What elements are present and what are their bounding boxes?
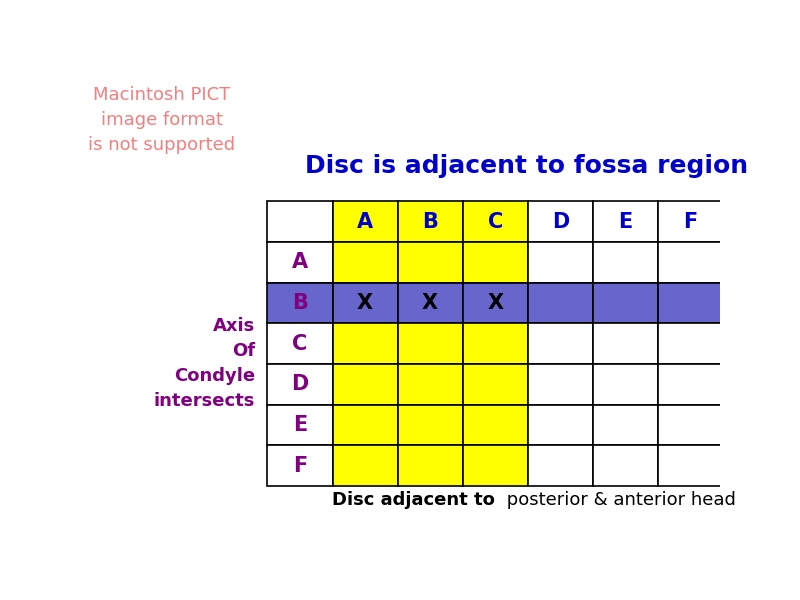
- Bar: [398, 202, 462, 242]
- Bar: [398, 445, 462, 486]
- Bar: [658, 283, 723, 323]
- Bar: [267, 404, 333, 445]
- Bar: [593, 404, 658, 445]
- Bar: [658, 364, 723, 404]
- Bar: [658, 202, 723, 242]
- Bar: [528, 445, 593, 486]
- Bar: [528, 242, 593, 283]
- Bar: [398, 242, 462, 283]
- Bar: [462, 202, 528, 242]
- Text: B: B: [292, 293, 308, 313]
- Bar: [462, 242, 528, 283]
- Bar: [658, 404, 723, 445]
- Bar: [333, 202, 398, 242]
- Text: D: D: [552, 212, 569, 232]
- Bar: [528, 404, 593, 445]
- Bar: [528, 364, 593, 404]
- Bar: [267, 242, 333, 283]
- Bar: [267, 283, 333, 323]
- Bar: [267, 364, 333, 404]
- Bar: [333, 283, 398, 323]
- Bar: [528, 202, 593, 242]
- Text: Disc is adjacent to fossa region: Disc is adjacent to fossa region: [305, 154, 748, 178]
- Text: Macintosh PICT
image format
is not supported: Macintosh PICT image format is not suppo…: [89, 86, 235, 154]
- Text: E: E: [293, 415, 307, 435]
- Text: B: B: [422, 212, 438, 232]
- Text: C: C: [488, 212, 503, 232]
- Text: F: F: [683, 212, 698, 232]
- Bar: [333, 404, 398, 445]
- Bar: [528, 283, 593, 323]
- Bar: [398, 404, 462, 445]
- Bar: [593, 283, 658, 323]
- Bar: [398, 364, 462, 404]
- Text: Disc adjacent to: Disc adjacent to: [332, 491, 495, 509]
- Bar: [462, 323, 528, 364]
- Bar: [267, 202, 333, 242]
- Bar: [658, 323, 723, 364]
- Bar: [593, 242, 658, 283]
- Text: A: A: [292, 253, 308, 272]
- Bar: [658, 445, 723, 486]
- Bar: [658, 242, 723, 283]
- Text: Axis
Of
Condyle
intersects: Axis Of Condyle intersects: [154, 317, 255, 410]
- Text: A: A: [357, 212, 373, 232]
- Bar: [462, 445, 528, 486]
- Text: posterior & anterior head: posterior & anterior head: [502, 491, 736, 509]
- Bar: [528, 323, 593, 364]
- Text: C: C: [292, 334, 307, 353]
- Text: X: X: [487, 293, 503, 313]
- Bar: [593, 202, 658, 242]
- Text: X: X: [357, 293, 373, 313]
- Bar: [333, 323, 398, 364]
- Bar: [593, 323, 658, 364]
- Bar: [267, 323, 333, 364]
- Text: D: D: [291, 374, 309, 394]
- Bar: [462, 283, 528, 323]
- Bar: [593, 445, 658, 486]
- Bar: [333, 242, 398, 283]
- Text: X: X: [422, 293, 438, 313]
- Bar: [333, 445, 398, 486]
- Text: F: F: [293, 455, 307, 476]
- Text: E: E: [618, 212, 633, 232]
- Bar: [593, 364, 658, 404]
- Bar: [333, 364, 398, 404]
- Bar: [462, 364, 528, 404]
- Bar: [267, 445, 333, 486]
- Bar: [398, 323, 462, 364]
- Bar: [462, 404, 528, 445]
- Bar: [398, 283, 462, 323]
